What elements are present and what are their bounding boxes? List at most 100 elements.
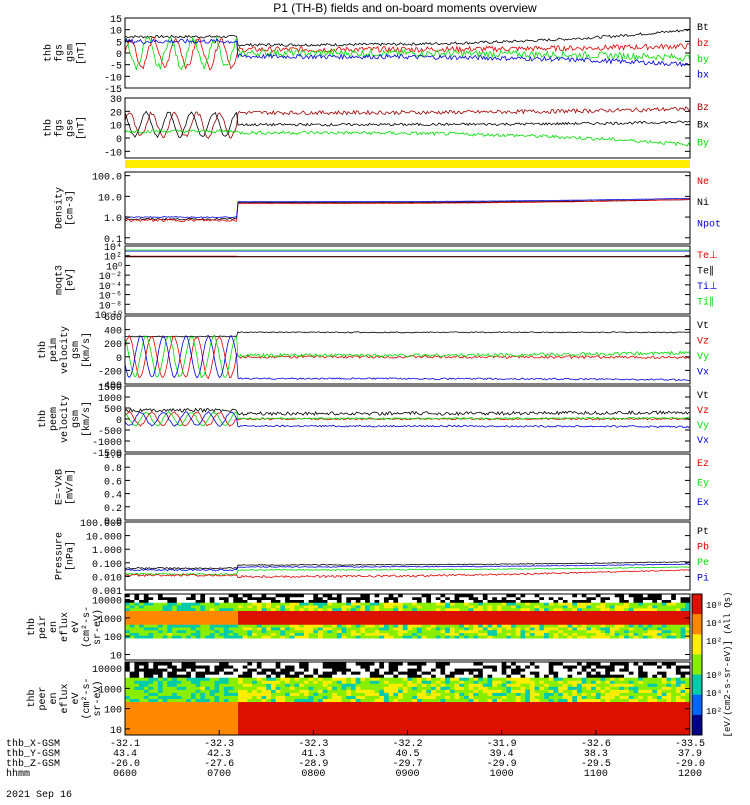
spectrogram-cell xyxy=(473,708,478,712)
spectrogram-cell xyxy=(309,665,314,669)
spectrogram-cell xyxy=(158,726,163,730)
spectrogram-cell xyxy=(163,720,168,724)
spectrogram-cell xyxy=(327,668,332,672)
spectrogram-cell xyxy=(290,717,295,721)
spectrogram-cell xyxy=(125,717,130,721)
spectrogram-cell xyxy=(403,717,408,721)
spectrogram-cell xyxy=(144,720,149,724)
spectrogram-cell xyxy=(318,674,323,678)
spectrogram-cell xyxy=(360,720,365,724)
spectrogram-cell xyxy=(318,689,323,693)
legend-By: By xyxy=(697,138,709,149)
spectrogram-cell xyxy=(323,699,328,703)
spectrogram-cell xyxy=(205,705,210,709)
spectrogram-cell xyxy=(408,689,413,693)
spectrogram-cell xyxy=(304,695,309,699)
spectrogram-cell xyxy=(247,720,252,724)
spectrogram-cell xyxy=(257,692,262,696)
spectrogram-cell xyxy=(276,729,281,733)
spectrogram-cell xyxy=(210,668,215,672)
spectrogram-cell xyxy=(412,729,417,733)
spectrogram-cell xyxy=(455,686,460,690)
spectrogram-cell xyxy=(196,692,201,696)
y-axis-label-line: [km/s] xyxy=(81,332,93,368)
spectrogram-cell xyxy=(313,699,318,703)
spectrogram-cell xyxy=(332,683,337,687)
spectrogram-cell xyxy=(389,723,394,727)
spectrogram-cell xyxy=(365,692,370,696)
spectrogram-cell xyxy=(205,686,210,690)
spectrogram-cell xyxy=(351,692,356,696)
spectrogram-cell xyxy=(417,671,422,675)
spectrogram-cell xyxy=(271,714,276,718)
spectrogram-cell xyxy=(191,692,196,696)
y-tick-label: 0 xyxy=(116,354,122,365)
spectrogram-cell xyxy=(426,702,431,706)
y-axis-label-line: [mV/m] xyxy=(65,469,77,505)
spectrogram-cell xyxy=(375,695,380,699)
spectrogram-cell xyxy=(252,711,257,715)
spectrogram-cell xyxy=(191,717,196,721)
spectrogram-cell xyxy=(318,692,323,696)
spectrogram-cell xyxy=(196,671,201,675)
spectrogram-cell xyxy=(280,720,285,724)
spectrogram-cell xyxy=(342,668,347,672)
spectrogram-cell xyxy=(233,726,238,730)
spectrogram-cell xyxy=(440,662,445,666)
spectrogram-cell xyxy=(417,726,422,730)
spectrogram-cell xyxy=(337,699,342,703)
spectrogram-cell xyxy=(243,695,248,699)
y-tick-label: 0 xyxy=(116,416,122,427)
spectrogram-cell xyxy=(304,714,309,718)
spectrogram-cell xyxy=(393,662,398,666)
spectrogram-cell xyxy=(426,720,431,724)
spectrogram-cell xyxy=(233,695,238,699)
spectrogram-cell xyxy=(134,689,139,693)
spectrogram-cell xyxy=(276,717,281,721)
spectrogram-cell xyxy=(219,674,224,678)
spectrogram-cell xyxy=(375,711,380,715)
spectrogram-cell xyxy=(455,674,460,678)
spectrogram-cell xyxy=(342,726,347,730)
spectrogram-cell xyxy=(177,705,182,709)
spectrogram-cell xyxy=(271,686,276,690)
spectrogram-cell xyxy=(214,695,219,699)
spectrogram-cell xyxy=(450,692,455,696)
spectrogram-cell xyxy=(426,717,431,721)
spectrogram-cell xyxy=(134,708,139,712)
spectrogram-cell xyxy=(196,726,201,730)
spectrogram-cell xyxy=(417,714,422,718)
y-tick-label: -500 xyxy=(98,427,122,438)
spectrogram-cell xyxy=(327,702,332,706)
spectrogram-cell xyxy=(224,714,229,718)
y-axis-label: thbfgsgsm[nT] xyxy=(43,41,88,65)
spectrogram-cell xyxy=(440,705,445,709)
spectrogram-cell xyxy=(375,702,380,706)
spectrogram-cell xyxy=(299,714,304,718)
spectrogram-cell xyxy=(337,662,342,666)
spectrogram-cell xyxy=(134,686,139,690)
spectrogram-cell xyxy=(205,726,210,730)
spectrogram-cell xyxy=(431,702,436,706)
panel-frame xyxy=(125,522,690,590)
spectrogram-cell xyxy=(365,662,370,666)
spectrogram-cell xyxy=(365,674,370,678)
spectrogram-cell xyxy=(224,720,229,724)
spectrogram-cell xyxy=(214,665,219,669)
spectrogram-cell xyxy=(276,692,281,696)
spectrogram-cell xyxy=(478,677,483,681)
spectrogram-cell xyxy=(351,686,356,690)
spectrogram-cell xyxy=(445,686,450,690)
spectrogram-cell xyxy=(144,680,149,684)
spectrogram-cell xyxy=(332,686,337,690)
spectrogram-cell xyxy=(313,665,318,669)
spectrogram-cell xyxy=(247,723,252,727)
spectrogram-cell xyxy=(139,702,144,706)
panel-3 xyxy=(125,160,690,168)
spectrogram-cell xyxy=(224,723,229,727)
spectrogram-cell xyxy=(252,729,257,733)
spectrogram-cell xyxy=(299,717,304,721)
spectrogram-cell xyxy=(224,680,229,684)
spectrogram-cell xyxy=(337,702,342,706)
